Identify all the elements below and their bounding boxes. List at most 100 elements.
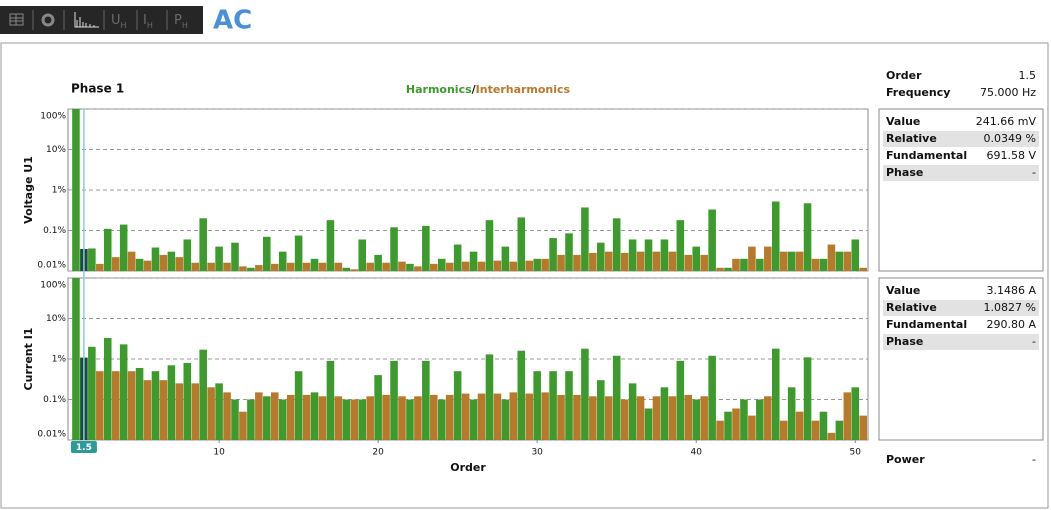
bar [835, 420, 844, 440]
y-tick-label: 100% [40, 112, 66, 122]
bar [549, 371, 557, 440]
bar [382, 394, 390, 440]
bar [565, 233, 573, 271]
bar [724, 411, 732, 440]
row-shade [883, 334, 1039, 350]
panel-label: Fundamental [886, 149, 967, 162]
bar [724, 267, 732, 271]
bar [430, 394, 438, 440]
bar [692, 246, 701, 271]
bar [453, 371, 462, 440]
bar [151, 247, 160, 271]
y-tick-label: 0.1% [43, 226, 66, 236]
panel-label: Fundamental [886, 318, 967, 331]
panel-value: 1.0827 % [984, 301, 1036, 314]
row-shade [883, 131, 1039, 147]
bar [700, 254, 708, 271]
y-axis-label: Voltage U1 [22, 156, 35, 224]
panel-label: Relative [886, 132, 937, 145]
toolbar-tab[interactable]: PH [174, 13, 188, 30]
bar [644, 408, 653, 440]
bar [422, 360, 430, 440]
bar [175, 257, 184, 271]
bar [390, 360, 398, 440]
bar [740, 258, 748, 271]
bar [270, 392, 279, 440]
harmonics-icon[interactable] [74, 12, 99, 28]
main-frame [0, 42, 1049, 509]
x-tick-label: 40 [691, 448, 703, 458]
bar [771, 348, 780, 440]
bar [485, 354, 494, 440]
bar [764, 246, 772, 271]
bar [493, 393, 502, 440]
bar [445, 262, 454, 271]
toolbar-tab[interactable]: UH [111, 13, 127, 30]
bar [103, 228, 112, 271]
bar [811, 258, 820, 271]
y-tick-label: 100% [40, 281, 66, 291]
bar [748, 246, 756, 271]
bar [573, 394, 581, 440]
bar [533, 258, 541, 271]
row-shade [883, 165, 1039, 181]
tab-subscript: H [121, 21, 127, 30]
bar [604, 396, 613, 440]
bar [255, 265, 263, 271]
bar [541, 392, 549, 440]
bar [509, 392, 518, 440]
x-axis-label: Order [450, 461, 486, 474]
toolbar-icons [9, 10, 168, 30]
bar [565, 371, 573, 440]
panel-label: Phase [886, 166, 923, 179]
bar [294, 371, 303, 440]
bar [350, 269, 359, 271]
bar [183, 362, 192, 440]
panel-value: 691.58 V [986, 149, 1036, 162]
y-axis-label: Current I1 [22, 328, 35, 391]
bar [183, 239, 192, 271]
bar [453, 244, 462, 271]
bar [247, 399, 255, 440]
bar [135, 258, 144, 271]
bar [581, 207, 589, 271]
bar [72, 278, 80, 440]
bar [318, 396, 327, 440]
bar [787, 251, 796, 271]
panel-label: Relative [886, 301, 937, 314]
bar [525, 393, 534, 440]
bar [549, 238, 557, 271]
bar [374, 375, 382, 440]
toolbar [0, 6, 203, 34]
bar [278, 251, 287, 271]
bar [247, 267, 255, 271]
y-tick-label: 0.01% [37, 430, 66, 440]
bar [732, 258, 740, 271]
row-shade [883, 300, 1039, 316]
toolbar-tab[interactable]: IH [143, 13, 153, 30]
bar [310, 258, 319, 271]
bar [167, 251, 176, 271]
bar [843, 392, 852, 440]
info-value: 1.5 [1019, 69, 1037, 82]
bar [859, 267, 868, 271]
x-tick-label: 30 [531, 448, 543, 458]
x-tick-label: 20 [372, 448, 384, 458]
bar [406, 399, 414, 440]
tab-label: I [143, 13, 147, 28]
bar [597, 380, 605, 440]
bar [278, 399, 287, 440]
bar [803, 203, 812, 271]
y-tick-label: 10% [46, 314, 66, 324]
bar [96, 263, 104, 271]
bar [597, 242, 605, 271]
tab-label: P [174, 13, 182, 28]
settings-icon[interactable] [41, 13, 55, 27]
bar [191, 262, 200, 271]
panel-label: Value [886, 284, 920, 297]
bar [843, 251, 852, 271]
bar [175, 383, 184, 440]
bar [756, 399, 764, 440]
bar [716, 420, 724, 440]
